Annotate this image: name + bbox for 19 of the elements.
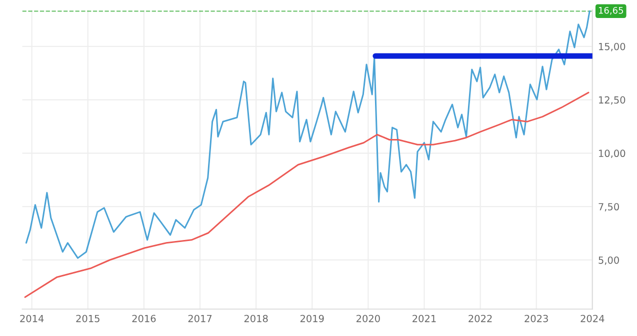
y-tick-label: 5,00 bbox=[598, 256, 619, 265]
x-tick-label: 2014 bbox=[20, 314, 44, 322]
x-tick-label: 2021 bbox=[412, 314, 436, 322]
x-tick-label: 2024 bbox=[580, 314, 604, 322]
y-tick-label: 12,50 bbox=[599, 96, 626, 105]
x-tick-label: 2016 bbox=[132, 314, 156, 322]
x-tick-label: 2015 bbox=[76, 314, 100, 322]
line-series bbox=[24, 92, 590, 298]
x-tick-label: 2023 bbox=[524, 314, 548, 322]
x-tick-label: 2017 bbox=[188, 314, 212, 322]
x-tick-label: 2020 bbox=[356, 314, 380, 322]
line-series bbox=[25, 10, 590, 259]
y-tick-label: 15,00 bbox=[599, 42, 626, 52]
x-tick-label: 2022 bbox=[468, 314, 492, 322]
ref-line-label: 16,65 bbox=[598, 6, 624, 15]
y-tick-label: 10,00 bbox=[599, 150, 626, 158]
y-tick-label: 7,50 bbox=[598, 203, 619, 212]
x-tick-label: 2018 bbox=[244, 314, 268, 322]
x-tick-label: 2019 bbox=[300, 314, 324, 322]
